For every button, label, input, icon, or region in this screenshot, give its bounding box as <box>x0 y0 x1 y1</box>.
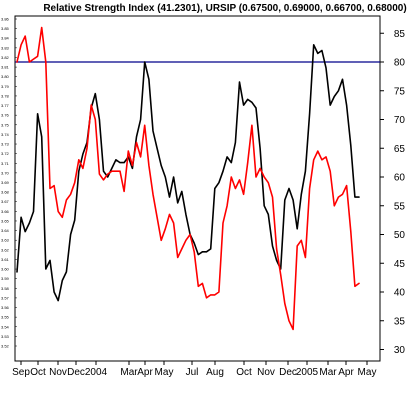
left-tick-label: 3.64 <box>1 228 10 233</box>
left-tick-label: 3.75 <box>1 122 10 127</box>
right-tick-label: 60 <box>394 173 406 184</box>
left-tick-label: 3.78 <box>1 93 10 98</box>
x-tick-label: Aug <box>206 367 224 378</box>
left-tick-label: 3.86 <box>1 17 10 22</box>
left-tick-label: 3.54 <box>1 324 10 329</box>
x-tick-label: May <box>358 367 377 378</box>
price-series-line <box>16 26 360 331</box>
right-tick-label: 40 <box>394 288 406 299</box>
left-tick-label: 3.69 <box>1 180 10 185</box>
right-tick-label: 45 <box>394 259 406 270</box>
x-tick-label: Jul <box>186 367 199 378</box>
left-tick-label: 3.68 <box>1 190 10 195</box>
left-tick-label: 3.72 <box>1 151 10 156</box>
right-tick-label: 55 <box>394 201 406 212</box>
left-tick-label: 3.74 <box>1 132 10 137</box>
left-tick-label: 3.66 <box>1 209 10 214</box>
left-tick-label: 3.58 <box>1 286 10 291</box>
left-tick-label: 3.71 <box>1 161 10 166</box>
x-tick-label: 2005 <box>296 367 319 378</box>
left-tick-label: 3.60 <box>1 267 10 272</box>
right-tick-label: 70 <box>394 115 406 126</box>
x-tick-label: Mar <box>120 367 138 378</box>
left-tick-label: 3.85 <box>1 26 10 31</box>
right-tick-label: 80 <box>394 58 406 69</box>
left-tick-label: 3.57 <box>1 295 10 300</box>
left-tick-label: 3.55 <box>1 315 10 320</box>
x-tick-label: Apr <box>338 367 354 378</box>
x-tick-label: May <box>155 367 174 378</box>
left-tick-label: 3.65 <box>1 218 10 223</box>
left-tick-label: 3.70 <box>1 170 10 175</box>
left-tick-label: 3.79 <box>1 84 10 89</box>
left-tick-label: 3.83 <box>1 45 10 50</box>
left-tick-label: 3.52 <box>1 344 10 349</box>
left-tick-label: 3.76 <box>1 113 10 118</box>
series-layer <box>16 26 360 331</box>
left-tick-label: 3.77 <box>1 103 10 108</box>
plot-frame <box>14 15 381 362</box>
right-tick-label: 85 <box>394 29 406 40</box>
left-tick-label: 3.63 <box>1 238 10 243</box>
left-tick-label: 3.80 <box>1 74 10 79</box>
left-tick-label: 3.84 <box>1 36 10 41</box>
right-tick-label: 65 <box>394 144 406 155</box>
x-tick-label: Nov <box>49 367 67 378</box>
x-tick-label: Apr <box>137 367 153 378</box>
x-tick-label: Dec <box>279 367 297 378</box>
x-tick-label: Sep <box>12 367 30 378</box>
left-tick-label: 3.59 <box>1 276 10 281</box>
left-price-axis: 3.86 3.85 3.84 3.83 3.82 3.81 3.80 3.79 3.78 3.77… <box>1 17 17 349</box>
right-tick-label: 75 <box>394 86 406 97</box>
x-tick-label: Oct <box>30 367 46 378</box>
left-tick-label: 3.67 <box>1 199 10 204</box>
left-tick-label: 3.56 <box>1 305 10 310</box>
left-tick-label: 3.61 <box>1 257 10 262</box>
chart-title: Relative Strength Index (41.2301), URSIP… <box>43 3 406 14</box>
left-tick-label: 3.53 <box>1 334 10 339</box>
left-tick-label: 3.81 <box>1 65 10 70</box>
right-value-axis: 30 35 40 45 50 55 60 65 70 75 80 85 <box>380 29 405 356</box>
x-axis: Sep Oct Nov Dec 2004 Mar Apr May Jul Aug Oct Nov Dec… <box>12 361 376 378</box>
x-tick-label: Dec <box>67 367 85 378</box>
rsi-series-line <box>16 43 360 302</box>
x-tick-label: 2004 <box>85 367 108 378</box>
x-tick-label: Oct <box>236 367 252 378</box>
left-tick-label: 3.82 <box>1 55 10 60</box>
x-tick-label: Nov <box>257 367 275 378</box>
right-tick-label: 30 <box>394 345 406 356</box>
right-tick-label: 35 <box>394 316 406 327</box>
left-tick-label: 3.62 <box>1 247 10 252</box>
left-tick-label: 3.73 <box>1 142 10 147</box>
x-tick-label: Mar <box>319 367 337 378</box>
right-tick-label: 50 <box>394 230 406 241</box>
